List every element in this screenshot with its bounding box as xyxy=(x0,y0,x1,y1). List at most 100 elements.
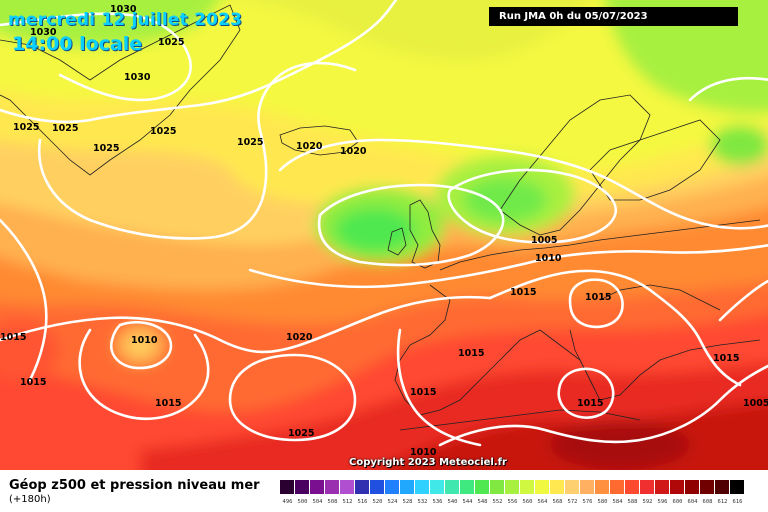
color-swatch xyxy=(715,480,730,494)
isobar-label: 1015 xyxy=(585,292,611,303)
isobar-label: 1005 xyxy=(531,235,557,246)
color-swatch xyxy=(310,480,325,494)
color-swatch xyxy=(415,480,430,494)
isobar-label: 1010 xyxy=(410,447,437,458)
color-scale-tick: 496 xyxy=(282,499,293,505)
color-swatch xyxy=(655,480,670,494)
color-swatch xyxy=(475,480,490,494)
isobar-label: 1025 xyxy=(150,126,176,137)
color-scale-tick: 568 xyxy=(552,499,563,505)
isobar-label: 1015 xyxy=(0,332,26,343)
isobar-label: 1025 xyxy=(158,37,184,48)
color-scale-tick: 500 xyxy=(297,499,308,505)
legend-subtitle: (+180h) xyxy=(9,494,51,505)
color-scale-tick: 524 xyxy=(387,499,398,505)
color-swatch xyxy=(340,480,355,494)
color-scale-tick: 552 xyxy=(492,499,503,505)
isobar-label: 1015 xyxy=(20,377,46,388)
color-scale-tick: 592 xyxy=(642,499,653,505)
isobar-label: 1030 xyxy=(124,72,151,83)
isobar-label: 1015 xyxy=(155,398,181,409)
isobar-label: 1015 xyxy=(713,353,739,364)
isobar-label: 1015 xyxy=(510,287,536,298)
color-scale-tick: 508 xyxy=(327,499,338,505)
color-swatch xyxy=(295,480,310,494)
color-swatch xyxy=(640,480,655,494)
color-swatch xyxy=(580,480,595,494)
color-scale-tick: 564 xyxy=(537,499,548,505)
isobar-labels: 1030 1030 1025 1030 1025 1025 1025 1025 1025 1020… xyxy=(0,4,768,458)
color-swatch xyxy=(520,480,535,494)
color-swatch xyxy=(400,480,415,494)
color-scale xyxy=(280,480,745,494)
isobar-label: 1015 xyxy=(410,387,436,398)
color-swatch xyxy=(460,480,475,494)
color-scale-tick: 612 xyxy=(717,499,728,505)
color-scale-tick: 560 xyxy=(522,499,533,505)
forecast-time: 14:00 locale xyxy=(12,33,143,55)
isobar-label: 1020 xyxy=(286,332,313,343)
color-swatch xyxy=(700,480,715,494)
isobar-label: 1005 xyxy=(743,398,768,409)
color-swatch xyxy=(385,480,400,494)
color-swatch xyxy=(565,480,580,494)
isobar-label: 1025 xyxy=(288,428,314,439)
color-swatch xyxy=(325,480,340,494)
color-scale-tick: 516 xyxy=(357,499,368,505)
color-swatch xyxy=(625,480,640,494)
isobar-label: 1015 xyxy=(458,348,484,359)
forecast-date: mercredi 12 juillet 2023 xyxy=(8,10,243,30)
color-scale-tick: 512 xyxy=(342,499,353,505)
isobar-label: 1010 xyxy=(535,253,562,264)
color-scale-tick: 576 xyxy=(582,499,593,505)
color-scale-tick: 588 xyxy=(627,499,638,505)
color-swatch xyxy=(370,480,385,494)
color-swatch xyxy=(355,480,370,494)
color-swatch xyxy=(280,480,295,494)
color-swatch xyxy=(445,480,460,494)
weather-map: 1030 1030 1025 1030 1025 1025 1025 1025 1025 1020… xyxy=(0,0,768,470)
isobars xyxy=(0,0,768,445)
color-swatch xyxy=(535,480,550,494)
color-scale-tick: 584 xyxy=(612,499,623,505)
color-scale-tick: 528 xyxy=(402,499,413,505)
color-scale-tick: 544 xyxy=(462,499,473,505)
color-swatch xyxy=(670,480,685,494)
isobar-label: 1015 xyxy=(577,398,603,409)
color-scale-tick: 596 xyxy=(657,499,668,505)
color-scale-tick: 536 xyxy=(432,499,443,505)
color-scale-tick: 600 xyxy=(672,499,683,505)
color-scale-tick: 532 xyxy=(417,499,428,505)
color-scale-tick: 608 xyxy=(702,499,713,505)
color-scale-tick: 604 xyxy=(687,499,698,505)
color-swatch xyxy=(730,480,745,494)
color-scale-tick: 616 xyxy=(732,499,743,505)
isobar-label: 1025 xyxy=(237,137,263,148)
isobar-label: 1025 xyxy=(93,143,119,154)
geopotential-field xyxy=(0,0,768,470)
color-swatch xyxy=(505,480,520,494)
color-scale-tick: 548 xyxy=(477,499,488,505)
isobar-label: 1020 xyxy=(296,141,323,152)
color-scale-tick: 520 xyxy=(372,499,383,505)
isobar-label: 1020 xyxy=(340,146,367,157)
color-swatch xyxy=(430,480,445,494)
isobar-label: 1010 xyxy=(131,335,158,346)
color-scale-labels: 496 500 504 508 512 516 520 524 528 532 536 540 544 5… xyxy=(280,499,745,505)
color-swatch xyxy=(550,480,565,494)
isobar-label: 1025 xyxy=(13,122,39,133)
color-scale-tick: 572 xyxy=(567,499,578,505)
color-scale-tick: 556 xyxy=(507,499,518,505)
model-run-label: Run JMA 0h du 05/07/2023 xyxy=(489,7,738,26)
color-swatch xyxy=(685,480,700,494)
isobar-label: 1030 xyxy=(30,27,57,38)
color-scale-tick: 580 xyxy=(597,499,608,505)
color-scale-tick: 504 xyxy=(312,499,323,505)
legend-title: Géop z500 et pression niveau mer xyxy=(9,478,260,493)
copyright-notice: Copyright 2023 Meteociel.fr xyxy=(349,457,507,468)
color-swatch xyxy=(490,480,505,494)
isobar-label: 1025 xyxy=(52,123,78,134)
color-swatch xyxy=(610,480,625,494)
isobar-label: 1030 xyxy=(110,4,137,15)
color-swatch xyxy=(595,480,610,494)
